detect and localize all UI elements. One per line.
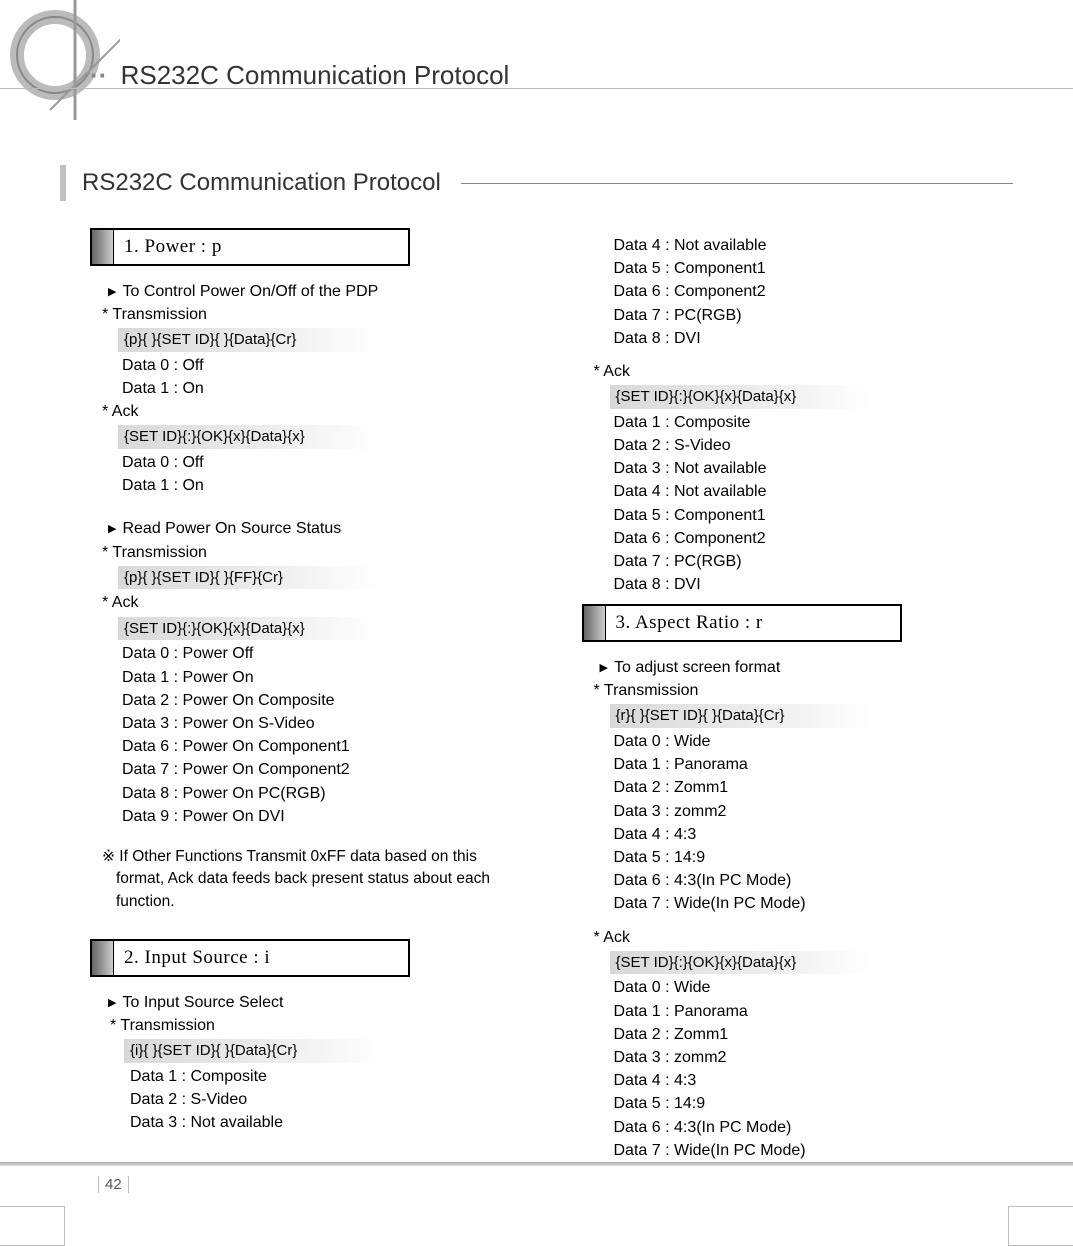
sec2-trans-d6: Data 7 : PC(RGB)	[614, 304, 1014, 327]
sec1-trans-code: {p}{ }{SET ID}{ }{Data}{Cr}	[118, 328, 378, 352]
subtitle-line	[461, 183, 1013, 184]
sec2-ack-label: * Ack	[594, 360, 1014, 383]
sec2-ack-d0: Data 1 : Composite	[614, 411, 1014, 434]
sec1-trans-label: * Transmission	[102, 303, 522, 326]
page-number: 42	[98, 1176, 129, 1193]
sec2-arrow1: To Input Source Select	[108, 991, 522, 1014]
sec1-ack2-d4: Data 6 : Power On Component1	[122, 735, 522, 758]
sec1-ack-code: {SET ID}{:}{OK}{x}{Data}{x}	[118, 425, 378, 449]
sec2-trans-label: * Transmission	[110, 1014, 522, 1037]
sec2-ack-d6: Data 7 : PC(RGB)	[614, 550, 1014, 573]
sec2-ack-d4: Data 5 : Component1	[614, 504, 1014, 527]
section-2-title: 2. Input Source : i	[90, 939, 410, 977]
subtitle-text: RS232C Communication Protocol	[82, 169, 441, 197]
sec3-trans-d1: Data 1 : Panorama	[614, 753, 1014, 776]
crop-mark-icon	[1008, 1206, 1073, 1246]
sec2-trans-d4: Data 5 : Component1	[614, 257, 1014, 280]
sec2-trans-d3: Data 4 : Not available	[614, 234, 1014, 257]
sec3-trans-label: * Transmission	[594, 679, 1014, 702]
sec1-trans-d0: Data 0 : Off	[122, 354, 522, 377]
sec1-ack2-d2: Data 2 : Power On Composite	[122, 689, 522, 712]
sec1-ack2-d3: Data 3 : Power On S-Video	[122, 712, 522, 735]
sec3-ack-label: * Ack	[594, 926, 1014, 949]
sec3-ack-d2: Data 2 : Zomm1	[614, 1023, 1014, 1046]
subtitle-row: RS232C Communication Protocol	[60, 165, 1013, 201]
sec1-ack-d1: Data 1 : On	[122, 474, 522, 497]
sec3-trans-d7: Data 7 : Wide(In PC Mode)	[614, 892, 1014, 915]
sec1-arrow1: To Control Power On/Off of the PDP	[108, 280, 522, 303]
sec3-ack-d4: Data 4 : 4:3	[614, 1069, 1014, 1092]
section-2-label: 2. Input Source : i	[114, 941, 280, 975]
sec2-ack-d7: Data 8 : DVI	[614, 573, 1014, 596]
sec1-ack2-code: {SET ID}{:}{OK}{x}{Data}{x}	[118, 617, 378, 641]
sec3-ack-d3: Data 3 : zomm2	[614, 1046, 1014, 1069]
sec2-ack-d3: Data 4 : Not available	[614, 480, 1014, 503]
sec2-ack-code: {SET ID}{:}{OK}{x}{Data}{x}	[610, 385, 870, 409]
sec2-trans-d1: Data 2 : S-Video	[130, 1088, 522, 1111]
sec1-ack-label: * Ack	[102, 400, 522, 423]
sec1-ack2-d0: Data 0 : Power Off	[122, 642, 522, 665]
section-3-title: 3. Aspect Ratio : r	[582, 604, 902, 642]
section-marker-icon	[92, 230, 114, 264]
left-column: 1. Power : p To Control Power On/Off of …	[90, 220, 522, 1162]
sec3-ack-d0: Data 0 : Wide	[614, 976, 1014, 999]
sec1-ack2-d7: Data 9 : Power On DVI	[122, 805, 522, 828]
sec2-trans-d0: Data 1 : Composite	[130, 1065, 522, 1088]
sec3-ack-d5: Data 5 : 14:9	[614, 1092, 1014, 1115]
right-column: Data 4 : Not available Data 5 : Componen…	[582, 220, 1014, 1162]
sec3-trans-d4: Data 4 : 4:3	[614, 823, 1014, 846]
sec1-ack2-d1: Data 1 : Power On	[122, 666, 522, 689]
sec3-trans-code: {r}{ }{SET ID}{ }{Data}{Cr}	[610, 704, 870, 728]
sec3-trans-d5: Data 5 : 14:9	[614, 846, 1014, 869]
section-marker-icon	[584, 606, 606, 640]
sec1-ack2-d5: Data 7 : Power On Component2	[122, 758, 522, 781]
footer-rule	[0, 1162, 1073, 1166]
section-marker-icon	[92, 941, 114, 975]
sec1-ack2-d6: Data 8 : Power On PC(RGB)	[122, 782, 522, 805]
sec2-trans-code: {i}{ }{SET ID}{ }{Data}{Cr}	[124, 1039, 384, 1063]
page-title-text: RS232C Communication Protocol	[121, 60, 510, 90]
sec3-ack-d1: Data 1 : Panorama	[614, 1000, 1014, 1023]
sec2-trans-d7: Data 8 : DVI	[614, 327, 1014, 350]
sec2-ack-d2: Data 3 : Not available	[614, 457, 1014, 480]
sec2-trans-d2: Data 3 : Not available	[130, 1111, 522, 1134]
sec3-trans-d3: Data 3 : zomm2	[614, 800, 1014, 823]
sec1-arrow2: Read Power On Source Status	[108, 517, 522, 540]
sec3-ack-d6: Data 6 : 4:3(In PC Mode)	[614, 1116, 1014, 1139]
sec3-ack-d7: Data 7 : Wide(In PC Mode)	[614, 1139, 1014, 1162]
section-1-title: 1. Power : p	[90, 228, 410, 266]
sec3-trans-d2: Data 2 : Zomm1	[614, 776, 1014, 799]
sec3-trans-d0: Data 0 : Wide	[614, 730, 1014, 753]
sec1-trans2-label: * Transmission	[102, 541, 522, 564]
sec2-ack-d1: Data 2 : S-Video	[614, 434, 1014, 457]
crop-mark-icon	[0, 1206, 65, 1246]
sec1-ack-d0: Data 0 : Off	[122, 451, 522, 474]
sec3-arrow1: To adjust screen format	[600, 656, 1014, 679]
section-1-label: 1. Power : p	[114, 230, 232, 264]
sec2-ack-d5: Data 6 : Component2	[614, 527, 1014, 550]
section-3-label: 3. Aspect Ratio : r	[606, 606, 773, 640]
sec1-note: If Other Functions Transmit 0xFF data ba…	[102, 846, 522, 913]
sec2-trans-d5: Data 6 : Component2	[614, 280, 1014, 303]
sec1-ack2-label: * Ack	[102, 591, 522, 614]
sec1-trans2-code: {p}{ }{SET ID}{ }{FF}{Cr}	[118, 566, 378, 590]
page-title: RS232C Communication Protocol	[90, 60, 509, 91]
sec3-ack-code: {SET ID}{:}{OK}{x}{Data}{x}	[610, 951, 870, 975]
subtitle-bar-icon	[60, 165, 66, 201]
sec3-trans-d6: Data 6 : 4:3(In PC Mode)	[614, 869, 1014, 892]
sec1-trans-d1: Data 1 : On	[122, 377, 522, 400]
